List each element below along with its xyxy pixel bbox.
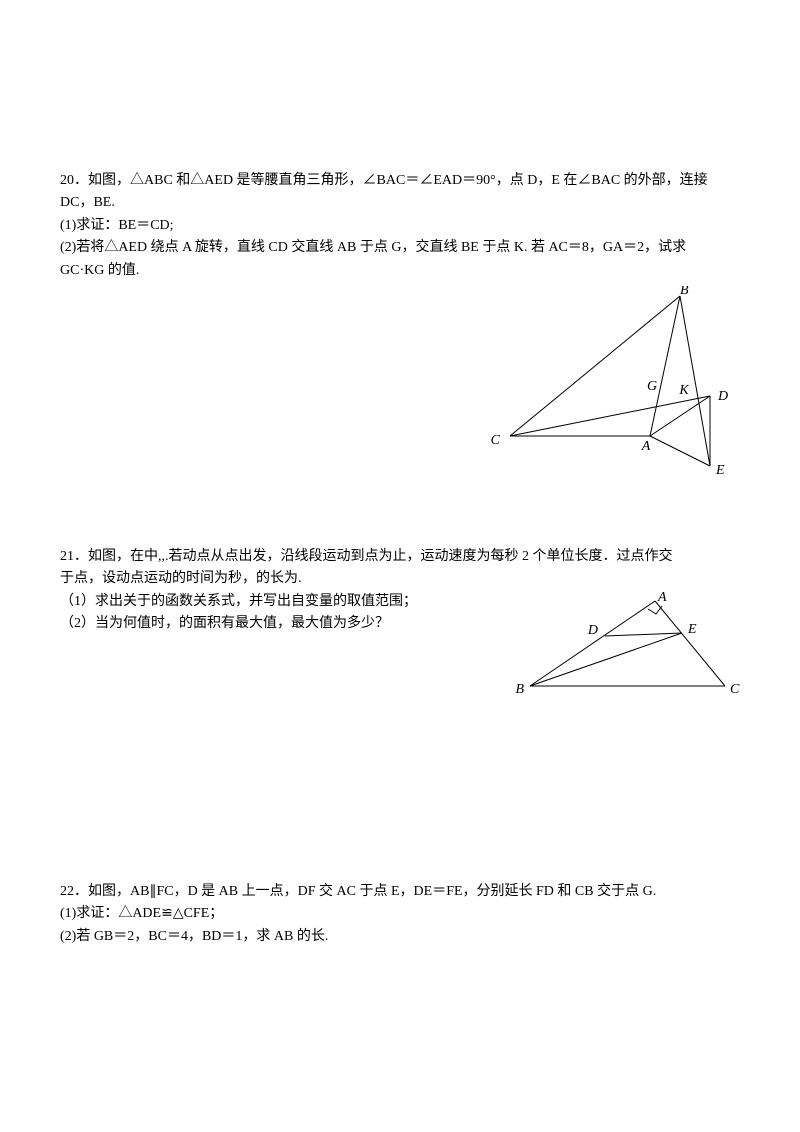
p20-line5: GC·KG 的值.: [60, 260, 740, 282]
label-B2: B: [515, 682, 524, 697]
label-B: B: [680, 286, 689, 298]
p20-line3: (1)求证：BE＝CD;: [60, 215, 740, 237]
p20-figure: B C A G D K E: [480, 286, 740, 486]
p20-line1: 20．如图，△ABC 和△AED 是等腰直角三角形，∠BAC＝∠EAD＝90°，…: [60, 170, 740, 192]
p22-line2: (1)求证：△ADE≌△CFE；: [60, 903, 740, 925]
label-C: C: [491, 433, 501, 448]
p20-line4: (2)若将△AED 绕点 A 旋转，直线 CD 交直线 AB 于点 G，交直线 …: [60, 237, 740, 259]
label-D2: D: [587, 623, 598, 638]
label-G: G: [647, 379, 657, 394]
p21-line1: 21．如图，在中,,.若动点从点出发，沿线段运动到点为止，运动速度为每秒 2 个…: [60, 546, 740, 568]
p20-figure-container: B C A G D K E: [60, 286, 740, 486]
p22-line3: (2)若 GB＝2，BC＝4，BD＝1，求 AB 的长.: [60, 926, 740, 948]
p21-line3: （1）求出关于的函数关系式，并写出自变量的取值范围；: [60, 591, 500, 613]
problem-22: 22．如图，AB∥FC，D 是 AB 上一点，DF 交 AC 于点 E，DE＝F…: [60, 881, 740, 948]
label-A: A: [641, 439, 651, 454]
label-K: K: [678, 383, 689, 398]
problem-20: 20．如图，△ABC 和△AED 是等腰直角三角形，∠BAC＝∠EAD＝90°，…: [60, 170, 740, 486]
problem-21: 21．如图，在中,,.若动点从点出发，沿线段运动到点为止，运动速度为每秒 2 个…: [60, 546, 740, 701]
label-E: E: [715, 463, 725, 478]
p21-line2: 于点，设动点运动的时间为秒，的长为.: [60, 568, 740, 590]
label-E2: E: [687, 622, 697, 637]
p20-line2: DC，BE.: [60, 192, 740, 214]
label-D: D: [717, 389, 728, 404]
p21-line4: （2）当为何值时，的面积有最大值，最大值为多少？: [60, 613, 500, 635]
label-C2: C: [730, 682, 740, 697]
p21-figure: A D E B C: [510, 591, 740, 701]
p22-line1: 22．如图，AB∥FC，D 是 AB 上一点，DF 交 AC 于点 E，DE＝F…: [60, 881, 740, 903]
label-A2: A: [657, 591, 667, 605]
